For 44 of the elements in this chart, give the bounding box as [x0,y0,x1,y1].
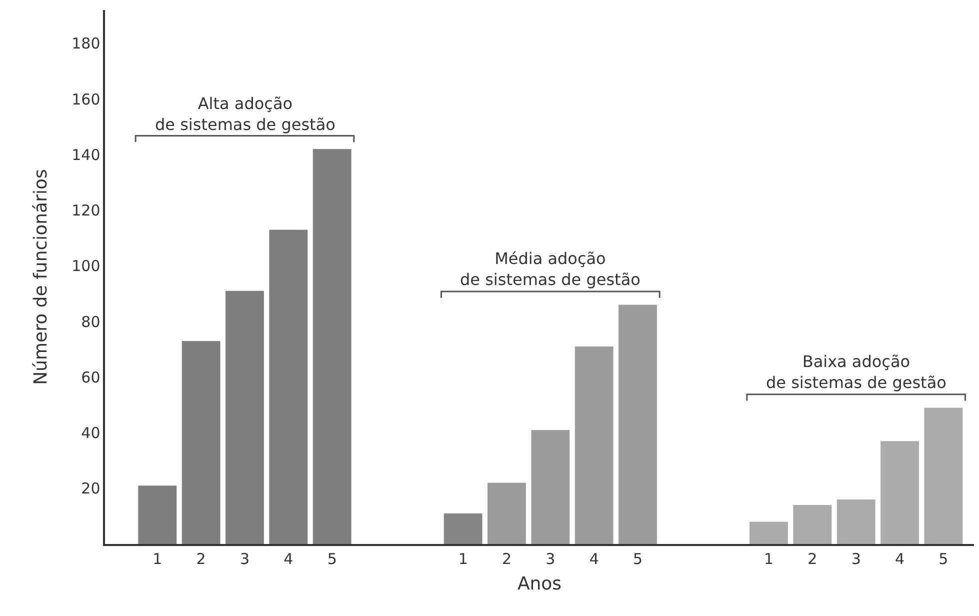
x-tick-label: 2 [502,550,512,568]
y-axis-title: Número de funcionários [30,169,52,385]
x-tick-label: 3 [546,550,556,568]
x-tick-label: 5 [938,550,948,568]
bar [531,430,570,544]
x-tick-label: 1 [458,550,468,568]
y-tick-label: 140 [72,146,100,164]
bar [924,408,963,544]
x-tick-label: 1 [764,550,774,568]
x-tick-label: 1 [152,550,162,568]
y-tick-label: 180 [72,34,100,53]
bar [138,486,177,544]
bar [836,500,876,544]
y-tick-label: 120 [72,202,100,220]
x-tick-label: 4 [894,550,905,568]
y-tick-label: 20 [81,480,100,498]
bar [444,513,482,544]
y-tick-label: 100 [72,257,100,276]
y-tick-label: 80 [81,312,100,331]
bar [182,340,220,544]
x-tick-label: 2 [808,550,818,568]
bar [226,290,264,544]
x-tick-label: 5 [632,550,643,568]
x-tick-label: 3 [851,550,861,568]
x-tick-label: 4 [284,550,294,568]
x-tick-label: 2 [196,550,206,568]
bar [880,441,919,544]
bar [312,149,352,544]
x-axis-title: Anos [517,573,562,594]
bar [269,230,308,544]
bar [488,482,526,544]
bar [793,505,832,544]
y-tick-label: 60 [81,368,100,386]
y-tick-label: 40 [81,424,100,442]
x-tick-label: 5 [327,550,337,568]
bar [750,522,788,544]
y-tick-label: 160 [72,90,100,108]
x-tick-label: 4 [589,550,599,568]
x-tick-label: 3 [240,550,250,568]
annotation: Baixa adoção de sistemas de gestão [766,352,946,392]
bar [574,346,614,544]
annotation: Alta adoção de sistemas de gestão [155,94,336,134]
bar [618,304,657,544]
annotation: Média adoção de sistemas de gestão [460,249,640,289]
